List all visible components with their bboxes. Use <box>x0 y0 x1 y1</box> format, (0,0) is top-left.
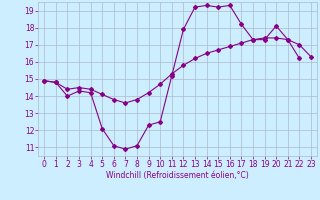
X-axis label: Windchill (Refroidissement éolien,°C): Windchill (Refroidissement éolien,°C) <box>106 171 249 180</box>
